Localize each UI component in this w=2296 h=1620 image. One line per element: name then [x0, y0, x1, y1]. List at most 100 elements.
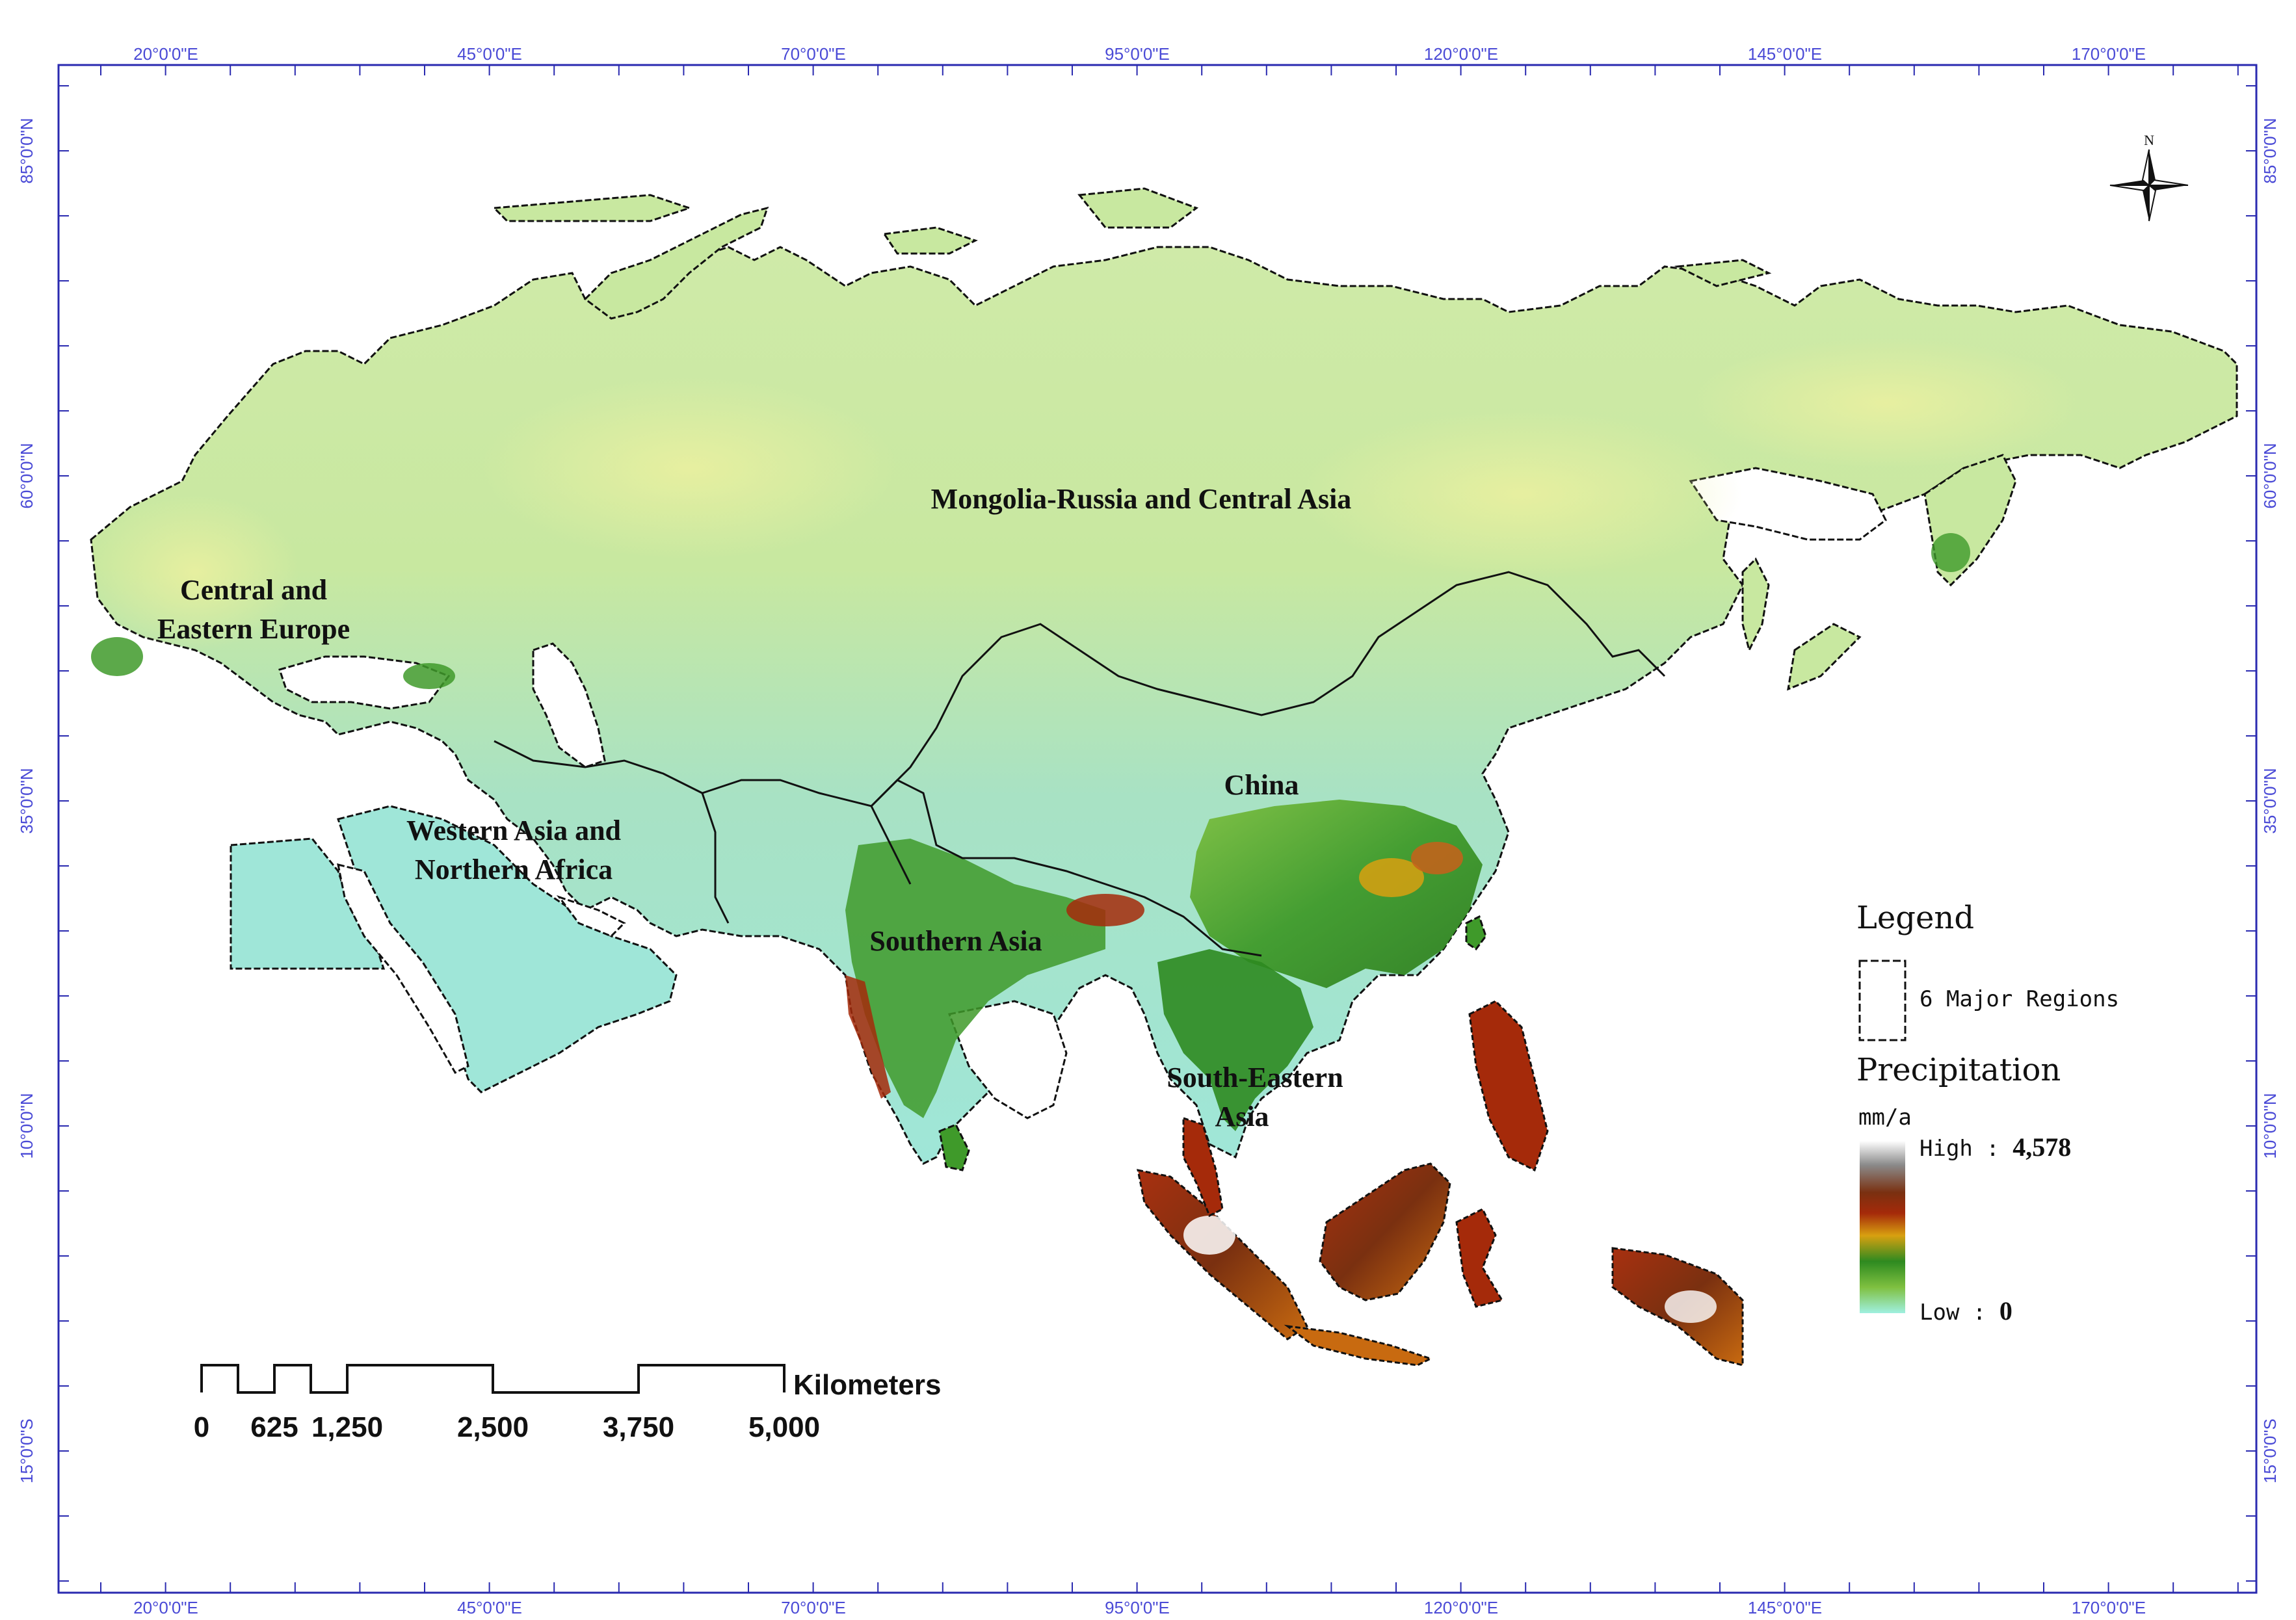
indochina-green-zone [1157, 949, 1313, 1131]
novaya-zemlya-land [583, 206, 769, 320]
caspian-sea [532, 642, 606, 768]
precipitation-raster [91, 338, 2081, 1131]
scale-bar-unit: Kilometers [793, 1369, 941, 1401]
right-axis-label: 10°0'0"N [2260, 1093, 2280, 1158]
region-label-south-eastern-asia: Asia [1215, 1101, 1269, 1132]
boundary-line [702, 779, 1262, 957]
arctic-island [1077, 187, 1199, 229]
north-arrow-icon: N [2109, 132, 2189, 222]
region-label-china: China [1224, 769, 1299, 801]
yellow-patch [91, 494, 299, 650]
region-label-western-asia: Northern Africa [415, 854, 613, 885]
right-axis-label: 15°0'0"S [2260, 1418, 2280, 1483]
borneo-island [1319, 1162, 1451, 1301]
legend-unit: mm/a [1858, 1104, 1912, 1130]
philippines-island [1468, 1000, 1549, 1172]
bottom-axis-label: 70°0'0"E [781, 1598, 846, 1617]
bottom-axis-label: 20°0'0"E [133, 1598, 198, 1617]
sumatra-island [1137, 1169, 1308, 1340]
region-label-south-eastern-asia: South-Eastern [1167, 1062, 1343, 1093]
new-guinea-white-spot [1665, 1290, 1717, 1323]
legend-high: High : 4,578 [1920, 1132, 2071, 1162]
southeast-asia-islands [1137, 1000, 1744, 1366]
scale-bar-blocks [200, 1364, 785, 1394]
region-label-central-europe: Central and [180, 574, 327, 606]
graticule-ticks [59, 65, 2256, 1593]
bay-of-bengal [947, 1000, 1068, 1119]
sakhalin-land [1741, 557, 1770, 653]
arctic-island [882, 226, 978, 255]
red-sea [337, 863, 469, 1074]
bottom-axis-label: 95°0'0"E [1105, 1598, 1170, 1617]
scale-bar-tick: 0 [194, 1411, 209, 1443]
scale-bar-tick: 1,250 [311, 1411, 383, 1443]
malay-peninsula [1182, 1116, 1224, 1218]
legend-title: Legend [1856, 900, 1974, 936]
top-axis-label: 45°0'0"E [457, 44, 522, 64]
bottom-axis-label: 120°0'0"E [1424, 1598, 1498, 1617]
left-axis-label: 15°0'0"S [17, 1418, 36, 1483]
legend-low: Low : 0 [1920, 1296, 2012, 1326]
scale-bar: Kilometers 0 625 1,250 2,500 3,750 5,000 [194, 1364, 941, 1443]
java-island [1284, 1324, 1433, 1366]
bottom-axis: 20°0'0"E 45°0'0"E 70°0'0"E 95°0'0"E 120°… [133, 1598, 2146, 1617]
arctic-island [1674, 259, 1772, 287]
left-axis: 85°0'0"N 60°0'0"N 35°0'0"N 10°0'0"N 15°0… [17, 118, 36, 1483]
western-ghats-red [845, 975, 891, 1099]
taiwan-land [1465, 915, 1487, 951]
right-axis-label: 85°0'0"N [2260, 118, 2280, 183]
left-axis-label: 85°0'0"N [17, 118, 36, 183]
regions-symbol [1858, 960, 1907, 1041]
bottom-axis-label: 145°0'0"E [1748, 1598, 1822, 1617]
boundary-line [870, 571, 1666, 807]
region-label-central-europe: Eastern Europe [157, 613, 350, 645]
region-boundaries [494, 571, 1666, 957]
boundary-line [494, 740, 730, 924]
china-orange-spot [1359, 858, 1424, 897]
sulawesi-island [1455, 1207, 1504, 1308]
sumatra-white-spot [1183, 1216, 1235, 1255]
boundary-line [870, 805, 912, 885]
right-axis: 85°0'0"N 60°0'0"N 35°0'0"N 10°0'0"N 15°0… [2260, 118, 2280, 1483]
kamchatka-green-spot [1931, 533, 1970, 572]
yellow-patch [1300, 410, 1743, 579]
region-label-southern-asia: Southern Asia [869, 925, 1042, 957]
europe-green-spot [403, 663, 455, 689]
scale-bar-tick: 5,000 [748, 1411, 820, 1443]
legend: Legend 6 Major Regions Precipitation mm/… [1856, 900, 2119, 1326]
europe-green-spot [91, 637, 143, 676]
scale-bar-tick: 625 [250, 1411, 298, 1443]
top-axis-label: 170°0'0"E [2072, 44, 2146, 64]
china-orange-spot [1411, 842, 1463, 874]
yellow-patch [481, 377, 897, 559]
top-axis-label: 95°0'0"E [1105, 44, 1170, 64]
top-axis-label: 70°0'0"E [781, 44, 846, 64]
sri-lanka-land [938, 1123, 970, 1171]
region-label-mongolia-russia: Mongolia-Russia and Central Asia [931, 483, 1352, 515]
china-green-zone [1190, 800, 1483, 988]
himalaya-red-spot [1066, 894, 1144, 926]
black-sea [278, 655, 451, 710]
top-axis-label: 145°0'0"E [1748, 44, 1822, 64]
persian-gulf [556, 895, 626, 937]
north-label: N [2144, 132, 2154, 148]
region-label-western-asia: Western Asia and [406, 815, 621, 846]
arctic-island [492, 194, 693, 222]
precipitation-color-ramp [1860, 1141, 1905, 1313]
right-axis-label: 60°0'0"N [2260, 443, 2280, 508]
right-axis-label: 35°0'0"N [2260, 768, 2280, 833]
japan-land [1787, 623, 1862, 691]
region-labels: Mongolia-Russia and Central Asia Central… [157, 483, 1351, 1132]
bottom-axis-label: 45°0'0"E [457, 1598, 522, 1617]
scale-bar-tick: 2,500 [457, 1411, 529, 1443]
top-axis-label: 120°0'0"E [1424, 44, 1498, 64]
left-axis-label: 35°0'0"N [17, 768, 36, 833]
scale-bar-tick: 3,750 [603, 1411, 674, 1443]
inland-water [278, 467, 1887, 1119]
india-green-zone [845, 839, 1105, 1118]
top-axis: 20°0'0"E 45°0'0"E 70°0'0"E 95°0'0"E 120°… [133, 44, 2146, 64]
left-axis-label: 10°0'0"N [17, 1093, 36, 1158]
left-axis-label: 60°0'0"N [17, 443, 36, 508]
yellow-patch [1691, 338, 2081, 468]
